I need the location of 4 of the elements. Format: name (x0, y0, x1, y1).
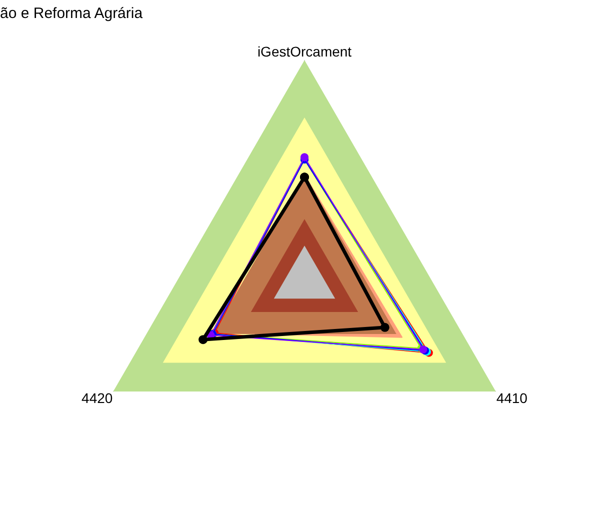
spoke-label: iGestOrcament (257, 44, 352, 60)
spoke-label: 4420 (82, 390, 113, 406)
spoke-label: 4410 (496, 390, 528, 406)
chart-title: ão e Reforma Agrária (0, 5, 144, 22)
